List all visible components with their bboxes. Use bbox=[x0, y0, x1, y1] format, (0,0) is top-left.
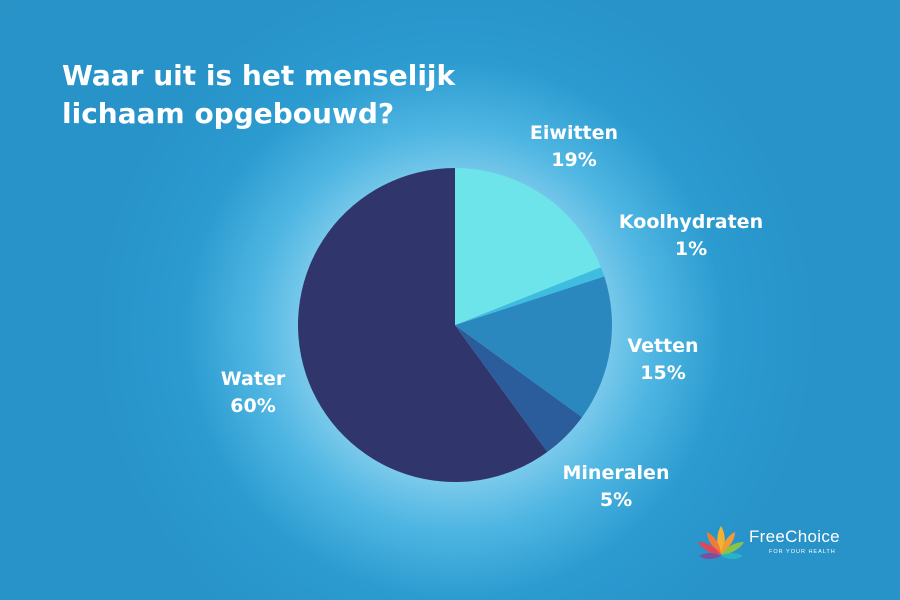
label-vetten-value: 15% bbox=[640, 362, 686, 384]
pie-slice-koolhydraten bbox=[455, 267, 605, 325]
label-koolhydraten: Koolhydraten 1% bbox=[591, 209, 791, 263]
label-vetten-name: Vetten bbox=[627, 335, 699, 357]
brand-tagline: FOR YOUR HEALTH bbox=[769, 549, 836, 555]
label-mineralen: Mineralen 5% bbox=[516, 460, 716, 514]
pie-slice-mineralen bbox=[455, 325, 583, 453]
brand-name: FreeChoice bbox=[749, 527, 840, 546]
label-water-name: Water bbox=[220, 368, 286, 390]
label-koolhydraten-value: 1% bbox=[674, 238, 708, 260]
label-eiwitten-name: Eiwitten bbox=[529, 122, 619, 144]
lotus-logo-icon bbox=[698, 526, 744, 559]
freechoice-logo: FreeChoice FOR YOUR HEALTH bbox=[695, 518, 875, 568]
chart-title: Waar uit is het menselijk lichaam opgebo… bbox=[62, 57, 482, 133]
pie-slice-water bbox=[298, 168, 548, 483]
label-water-value: 60% bbox=[230, 395, 276, 417]
pie-slices bbox=[298, 168, 613, 483]
label-koolhydraten-name: Koolhydraten bbox=[618, 211, 764, 233]
label-eiwitten: Eiwitten 19% bbox=[474, 120, 674, 174]
label-vetten: Vetten 15% bbox=[563, 333, 763, 387]
label-mineralen-value: 5% bbox=[599, 489, 633, 511]
pie-slice-vetten bbox=[455, 276, 613, 418]
label-mineralen-name: Mineralen bbox=[562, 462, 670, 484]
label-eiwitten-value: 19% bbox=[551, 149, 597, 171]
label-water: Water 60% bbox=[153, 366, 353, 420]
chart-title-line-2: lichaam opgebouwd? bbox=[62, 97, 395, 130]
pie-slice-eiwitten bbox=[455, 168, 601, 325]
chart-title-line-1: Waar uit is het menselijk bbox=[62, 59, 456, 92]
